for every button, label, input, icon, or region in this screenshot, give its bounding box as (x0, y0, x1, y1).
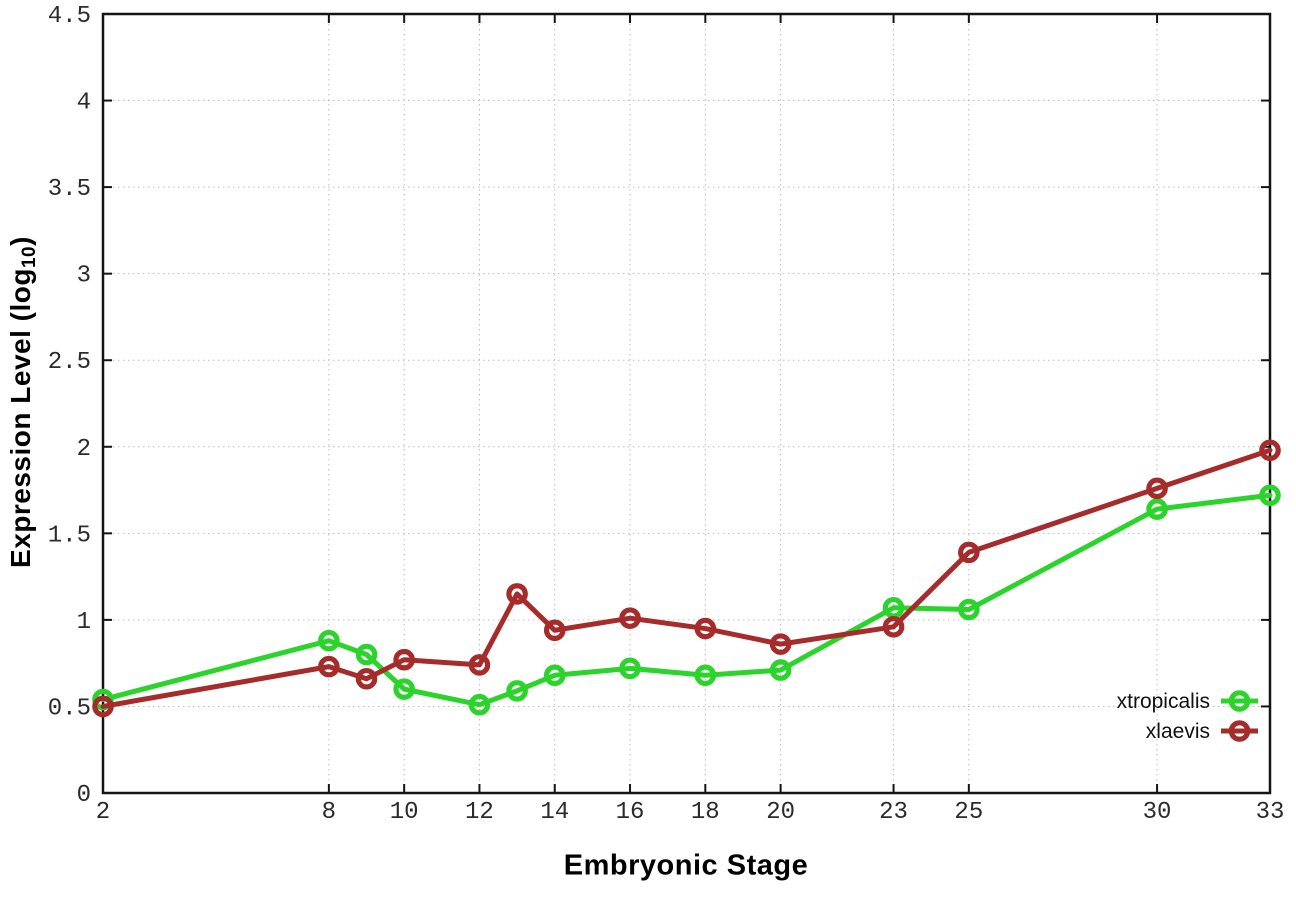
y-tick-label: 4.5 (48, 3, 91, 30)
x-tick-label: 23 (879, 799, 908, 826)
x-tick-label: 2 (96, 799, 110, 826)
data-point-xtropicalis (506, 680, 528, 702)
data-point-xtropicalis (958, 598, 980, 621)
data-point-xlaevis (543, 619, 566, 642)
x-tick-label: 30 (1143, 799, 1172, 826)
y-tick-label: 4 (77, 90, 91, 117)
x-tick-label: 33 (1256, 799, 1285, 826)
data-point-xtropicalis (769, 659, 792, 681)
x-tick-label: 18 (691, 799, 720, 826)
data-point-xtropicalis (393, 678, 415, 700)
x-tick-label: 20 (766, 799, 795, 826)
data-point-xlaevis (694, 617, 717, 640)
x-tick-label: 16 (616, 799, 645, 826)
y-tick-label: 2.5 (48, 349, 91, 376)
y-tick-label: 1 (77, 609, 91, 636)
data-point-xlaevis (92, 695, 114, 718)
y-tick-label: 2 (77, 436, 91, 463)
x-tick-label: 8 (322, 799, 336, 826)
data-point-xlaevis (468, 654, 491, 676)
y-axis-title-subscript: 10 (18, 245, 40, 269)
x-tick-label: 14 (540, 799, 569, 826)
y-tick-label: 0 (77, 782, 91, 809)
y-tick-label: 3.5 (48, 176, 91, 203)
data-point-xlaevis (958, 541, 980, 564)
data-point-xlaevis (1259, 439, 1281, 462)
data-point-xlaevis (393, 648, 415, 671)
data-point-xtropicalis (543, 664, 566, 687)
data-point-xtropicalis (318, 629, 340, 652)
x-tick-label: 12 (465, 799, 494, 826)
y-axis-title-suffix: ) (5, 236, 37, 246)
legend-marker-xtropicalis (1228, 690, 1251, 712)
x-tick-label: 10 (390, 799, 419, 826)
y-axis-title: Expression Level (log10) (5, 236, 41, 568)
y-axis-title-text: Expression Level (log (5, 268, 37, 568)
data-point-xlaevis (769, 633, 792, 655)
y-tick-label: 1.5 (48, 522, 91, 549)
x-axis-title: Embryonic Stage (564, 850, 808, 883)
y-tick-label: 3 (77, 263, 91, 290)
data-point-xlaevis (1146, 477, 1168, 500)
x-axis-title-text: Embryonic Stage (563, 849, 809, 882)
legend-label-xtropicalis: xtropicalis (1117, 690, 1210, 713)
data-point-xtropicalis (1259, 484, 1281, 507)
data-point-xtropicalis (355, 643, 378, 666)
data-point-xtropicalis (468, 693, 491, 716)
series-line-xlaevis (100, 447, 1273, 709)
data-point-xlaevis (882, 616, 905, 638)
y-tick-label: 0.5 (48, 695, 91, 722)
x-tick-label: 25 (954, 799, 983, 826)
data-point-xlaevis (619, 607, 641, 629)
data-point-xlaevis (318, 655, 340, 678)
plot-border (101, 12, 1272, 795)
data-point-xlaevis (355, 667, 378, 690)
data-point-xlaevis (506, 583, 528, 605)
data-point-xtropicalis (619, 657, 641, 680)
data-point-xtropicalis (1146, 498, 1168, 520)
data-point-xtropicalis (694, 664, 717, 687)
legend-label-xlaevis: xlaevis (1146, 720, 1210, 743)
data-point-xtropicalis (882, 596, 905, 619)
legend-marker-xlaevis (1228, 720, 1251, 742)
